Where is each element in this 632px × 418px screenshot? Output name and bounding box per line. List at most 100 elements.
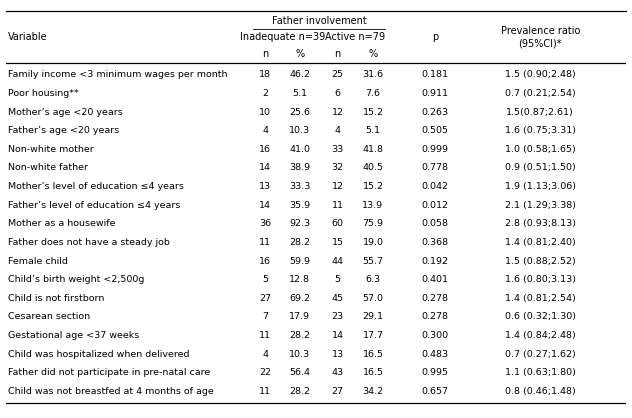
Text: 15: 15	[332, 238, 344, 247]
Text: 0.401: 0.401	[422, 275, 449, 284]
Text: 0.505: 0.505	[422, 126, 449, 135]
Text: 2.8 (0.93;8.13): 2.8 (0.93;8.13)	[505, 219, 576, 228]
Text: 1.5 (0.88;2.52): 1.5 (0.88;2.52)	[505, 257, 576, 265]
Text: n: n	[334, 49, 341, 59]
Text: n: n	[262, 49, 269, 59]
Text: Mother’s age <20 years: Mother’s age <20 years	[8, 108, 123, 117]
Text: 11: 11	[259, 387, 271, 396]
Text: 0.7 (0.21;2.54): 0.7 (0.21;2.54)	[505, 89, 576, 98]
Text: 43: 43	[332, 368, 344, 377]
Text: 22: 22	[259, 368, 271, 377]
Text: 0.058: 0.058	[422, 219, 449, 228]
Text: 19.0: 19.0	[363, 238, 384, 247]
Text: Inadequate n=39: Inadequate n=39	[240, 32, 325, 42]
Text: 16: 16	[259, 145, 271, 154]
Text: 0.483: 0.483	[422, 349, 449, 359]
Text: 28.2: 28.2	[289, 238, 310, 247]
Text: 11: 11	[332, 201, 344, 210]
Text: 1.5 (0.90;2.48): 1.5 (0.90;2.48)	[505, 70, 576, 79]
Text: 27: 27	[259, 294, 271, 303]
Text: 41.8: 41.8	[363, 145, 384, 154]
Text: 28.2: 28.2	[289, 387, 310, 396]
Text: 27: 27	[332, 387, 344, 396]
Text: 1.4 (0.81;2.54): 1.4 (0.81;2.54)	[505, 294, 576, 303]
Text: 1.9 (1.13;3.06): 1.9 (1.13;3.06)	[505, 182, 576, 191]
Text: 1.1 (0.63;1.80): 1.1 (0.63;1.80)	[505, 368, 576, 377]
Text: Mother’s level of education ≤4 years: Mother’s level of education ≤4 years	[8, 182, 184, 191]
Text: 45: 45	[332, 294, 344, 303]
Text: 5: 5	[262, 275, 268, 284]
Text: Family income <3 minimum wages per month: Family income <3 minimum wages per month	[8, 70, 228, 79]
Text: 13: 13	[332, 349, 344, 359]
Text: 13: 13	[259, 182, 271, 191]
Text: 0.278: 0.278	[422, 312, 449, 321]
Text: 75.9: 75.9	[363, 219, 384, 228]
Text: 1.6 (0.80;3.13): 1.6 (0.80;3.13)	[505, 275, 576, 284]
Text: 11: 11	[259, 331, 271, 340]
Text: 29.1: 29.1	[363, 312, 384, 321]
Text: Child was hospitalized when delivered: Child was hospitalized when delivered	[8, 349, 190, 359]
Text: 16.5: 16.5	[363, 349, 384, 359]
Text: 10: 10	[259, 108, 271, 117]
Text: 25: 25	[332, 70, 344, 79]
Text: 1.5(0.87;2.61): 1.5(0.87;2.61)	[506, 108, 574, 117]
Text: 55.7: 55.7	[363, 257, 384, 265]
Text: 0.6 (0.32;1.30): 0.6 (0.32;1.30)	[505, 312, 576, 321]
Text: 28.2: 28.2	[289, 331, 310, 340]
Text: Child is not firstborn: Child is not firstborn	[8, 294, 104, 303]
Text: 2: 2	[262, 89, 268, 98]
Text: 23: 23	[332, 312, 344, 321]
Text: 0.368: 0.368	[422, 238, 449, 247]
Text: 1.0 (0.58;1.65): 1.0 (0.58;1.65)	[505, 145, 576, 154]
Text: Poor housing**: Poor housing**	[8, 89, 79, 98]
Text: Father did not participate in pre-natal care: Father did not participate in pre-natal …	[8, 368, 210, 377]
Text: Non-white father: Non-white father	[8, 163, 88, 173]
Text: Father involvement: Father involvement	[272, 15, 367, 25]
Text: 57.0: 57.0	[363, 294, 384, 303]
Text: 16.5: 16.5	[363, 368, 384, 377]
Text: 60: 60	[332, 219, 344, 228]
Text: 0.300: 0.300	[422, 331, 449, 340]
Text: 0.278: 0.278	[422, 294, 449, 303]
Text: Father does not have a steady job: Father does not have a steady job	[8, 238, 170, 247]
Text: 56.4: 56.4	[289, 368, 310, 377]
Text: 59.9: 59.9	[289, 257, 310, 265]
Text: 0.999: 0.999	[422, 145, 449, 154]
Text: 7.6: 7.6	[365, 89, 380, 98]
Text: 32: 32	[332, 163, 344, 173]
Text: 14: 14	[259, 201, 271, 210]
Text: 0.263: 0.263	[422, 108, 449, 117]
Text: 14: 14	[332, 331, 344, 340]
Text: 13.9: 13.9	[362, 201, 384, 210]
Text: 1.4 (0.81;2.40): 1.4 (0.81;2.40)	[505, 238, 576, 247]
Text: Variable: Variable	[8, 32, 48, 42]
Text: Child’s birth weight <2,500g: Child’s birth weight <2,500g	[8, 275, 145, 284]
Text: 0.7 (0.27;1.62): 0.7 (0.27;1.62)	[505, 349, 576, 359]
Text: 41.0: 41.0	[289, 145, 310, 154]
Text: 17.9: 17.9	[289, 312, 310, 321]
Text: Father’s level of education ≤4 years: Father’s level of education ≤4 years	[8, 201, 181, 210]
Text: 12: 12	[332, 182, 344, 191]
Text: 34.2: 34.2	[362, 387, 384, 396]
Text: p: p	[432, 32, 438, 42]
Text: 10.3: 10.3	[289, 126, 310, 135]
Text: %: %	[368, 49, 377, 59]
Text: Prevalence ratio
(95%CI)*: Prevalence ratio (95%CI)*	[501, 26, 580, 49]
Text: 5: 5	[335, 275, 341, 284]
Text: 17.7: 17.7	[363, 331, 384, 340]
Text: 4: 4	[335, 126, 341, 135]
Text: 6: 6	[335, 89, 341, 98]
Text: 0.192: 0.192	[422, 257, 449, 265]
Text: 38.9: 38.9	[289, 163, 310, 173]
Text: 0.8 (0.46;1.48): 0.8 (0.46;1.48)	[505, 387, 576, 396]
Text: 0.657: 0.657	[422, 387, 449, 396]
Text: Non-white mother: Non-white mother	[8, 145, 94, 154]
Text: 25.6: 25.6	[289, 108, 310, 117]
Text: 36: 36	[259, 219, 271, 228]
Text: 11: 11	[259, 238, 271, 247]
Text: 33: 33	[332, 145, 344, 154]
Text: %: %	[295, 49, 305, 59]
Text: Gestational age <37 weeks: Gestational age <37 weeks	[8, 331, 140, 340]
Text: 0.9 (0.51;1.50): 0.9 (0.51;1.50)	[505, 163, 576, 173]
Text: Active n=79: Active n=79	[325, 32, 386, 42]
